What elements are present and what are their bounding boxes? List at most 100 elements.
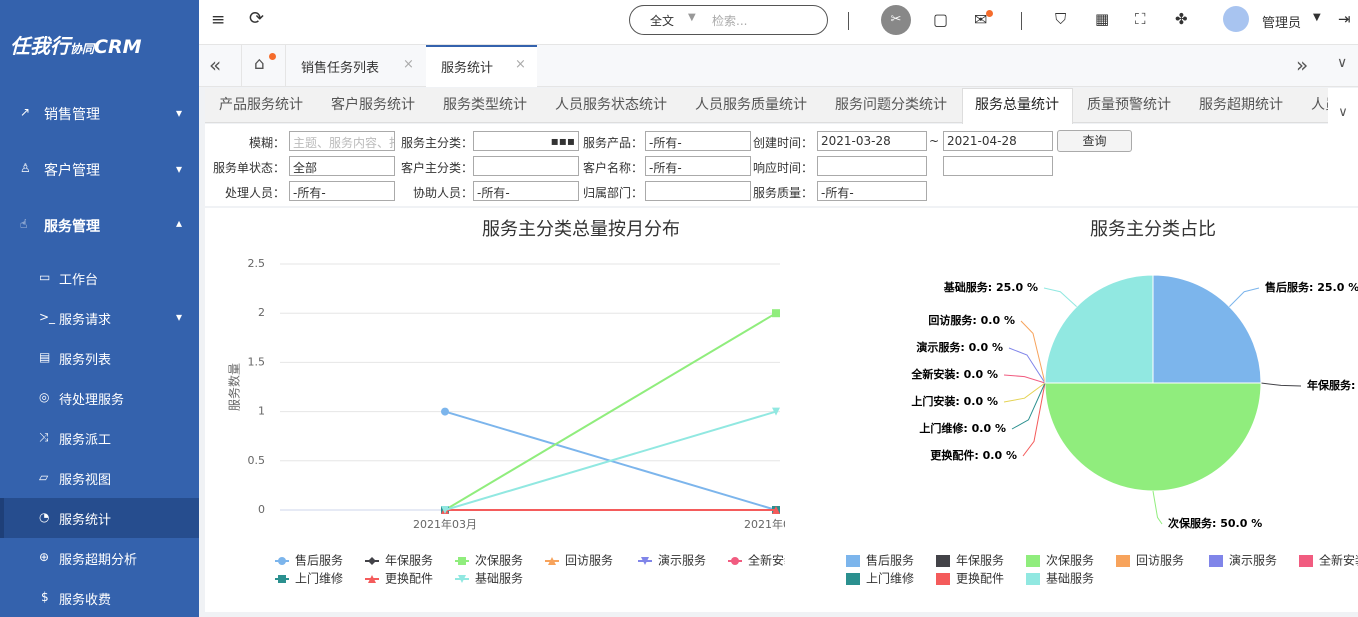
- legend-swatch: [846, 573, 860, 585]
- status-select[interactable]: 全部: [289, 156, 395, 176]
- menu-item[interactable]: 客户管理: [44, 163, 100, 179]
- tool-icon[interactable]: ✂: [881, 5, 911, 35]
- tab[interactable]: 服务统计: [441, 61, 494, 76]
- query-button[interactable]: 查询: [1057, 130, 1132, 152]
- logo-main: 任我行: [10, 34, 70, 58]
- subtab[interactable]: 客户服务统计: [331, 97, 415, 113]
- label: 响应时间：: [752, 161, 813, 175]
- tab-menu[interactable]: ∨: [1337, 55, 1348, 71]
- search-input[interactable]: 检索...: [712, 14, 748, 28]
- chart-title: 服务主分类总量按月分布: [482, 219, 680, 240]
- filter-panel: 模糊： 主题、服务内容、打 服务主分类： ▪▪▪ 服务产品： -所有- 创建时间…: [205, 124, 1358, 206]
- tab-prev[interactable]: «: [209, 53, 222, 77]
- sidebar: 任我行协同CRM ↗ 销售管理 ▾ ♙ 客户管理 ▾ ☝ 服务管理 ▴ ▭ 工作台 >_ 服务请…: [0, 0, 199, 617]
- submenu-item[interactable]: 服务统计: [59, 513, 112, 528]
- label-connector: [1003, 374, 1046, 384]
- y-tick-label: 1.5: [248, 355, 266, 368]
- menu-item[interactable]: 服务管理: [44, 219, 100, 235]
- label: ~: [929, 134, 940, 148]
- logo: 任我行协同CRM: [10, 30, 142, 59]
- legend-label: 年保服务: [385, 553, 433, 568]
- subtab[interactable]: 人员: [1311, 97, 1328, 113]
- active-bg: [0, 498, 199, 538]
- legend-swatch: [1116, 555, 1130, 567]
- submenu-item[interactable]: 服务收费: [59, 593, 112, 608]
- home-tab[interactable]: ⌂: [254, 54, 265, 74]
- handler-select[interactable]: -所有-: [289, 181, 395, 201]
- subtab[interactable]: 人员服务质量统计: [695, 97, 807, 113]
- data-label: 上门维修: 0.0 %: [919, 421, 1006, 435]
- marker: [458, 557, 466, 565]
- subtab-active[interactable]: 服务总量统计: [975, 97, 1059, 113]
- submenu-item[interactable]: 服务请求: [59, 313, 112, 328]
- tab-next[interactable]: »: [1296, 53, 1309, 77]
- marker: [441, 506, 449, 514]
- subtab[interactable]: 质量预警统计: [1087, 97, 1171, 113]
- submenu-item[interactable]: 服务视图: [59, 473, 112, 488]
- message-icon[interactable]: ▢: [933, 10, 949, 29]
- subtab[interactable]: 产品服务统计: [219, 97, 303, 113]
- tab[interactable]: 销售任务列表: [301, 61, 380, 76]
- label: 服务主分类：: [400, 136, 473, 150]
- logo-crm: CRM: [94, 36, 142, 58]
- marker: [772, 407, 780, 416]
- marker: [278, 575, 286, 583]
- refresh-icon[interactable]: ⟳: [249, 8, 265, 29]
- legend-label: 年保服务: [956, 553, 1004, 568]
- avatar[interactable]: [1223, 6, 1249, 32]
- apps-icon[interactable]: ▦: [1095, 10, 1110, 28]
- data-label: 售后服务: 25.0 %: [1264, 280, 1358, 294]
- data-label: 次保服务: 50.0 %: [1168, 516, 1262, 530]
- fuzzy-input[interactable]: 主题、服务内容、打: [289, 131, 395, 151]
- plugin-icon[interactable]: ✤: [1175, 10, 1188, 28]
- assistant-select[interactable]: -所有-: [473, 181, 579, 201]
- menu-item[interactable]: 销售管理: [44, 107, 100, 123]
- legend-label: 售后服务: [866, 553, 914, 568]
- marker: [548, 557, 556, 565]
- label-connector: [1003, 382, 1046, 403]
- label: 服务产品：: [582, 136, 643, 150]
- fullscreen-icon[interactable]: ⛶: [1135, 10, 1146, 28]
- data-label: 演示服务: 0.0 %: [916, 340, 1003, 354]
- label: 归属部门：: [582, 186, 643, 200]
- subtab[interactable]: 服务超期统计: [1199, 97, 1283, 113]
- collapse-icon[interactable]: ≡: [211, 10, 226, 30]
- label-connector: [1022, 382, 1046, 457]
- date-to[interactable]: 2021-04-28: [943, 131, 1053, 151]
- data-label: 更换配件: 0.0 %: [930, 448, 1017, 462]
- submenu-item[interactable]: 服务列表: [59, 353, 112, 368]
- subtab[interactable]: 人员服务状态统计: [555, 97, 667, 113]
- submenu-item[interactable]: 工作台: [59, 273, 99, 288]
- marker: [441, 407, 449, 416]
- submenu-item[interactable]: 待处理服务: [59, 393, 125, 408]
- shield-icon[interactable]: ⛉: [1055, 10, 1067, 28]
- submenu-item[interactable]: 服务派工: [59, 433, 112, 448]
- logo-sub: 协同: [70, 42, 95, 56]
- marker: [368, 557, 376, 565]
- y-tick-label: 1: [258, 405, 265, 418]
- legend-swatch: [1209, 555, 1223, 567]
- legend-swatch: [936, 555, 950, 567]
- search-box[interactable]: 全文 ▼ 检索...: [629, 5, 828, 35]
- value: 2021-03-28: [821, 134, 891, 148]
- user-name[interactable]: 管理员: [1262, 16, 1302, 31]
- quality-select[interactable]: -所有-: [817, 181, 927, 201]
- subtab[interactable]: 服务类型统计: [443, 97, 527, 113]
- legend-swatch: [1026, 573, 1040, 585]
- marker: [772, 506, 780, 514]
- value: -所有-: [649, 136, 682, 150]
- logout-icon[interactable]: ⇥: [1338, 10, 1351, 28]
- search-scope[interactable]: 全文: [650, 14, 675, 28]
- value: -所有-: [821, 186, 854, 200]
- subtab[interactable]: 服务问题分类统计: [835, 97, 947, 113]
- tab-bar: « ⌂ 销售任务列表 × 服务统计 × » ∨: [199, 45, 1358, 87]
- label: 客户名称：: [582, 161, 643, 175]
- product-select[interactable]: -所有-: [645, 131, 751, 151]
- submenu-item[interactable]: 服务超期分析: [59, 553, 138, 568]
- legend-label: 全新安装: [1319, 553, 1358, 568]
- date-from[interactable]: 2021-03-28: [817, 131, 927, 151]
- legend-label: 更换配件: [956, 572, 1004, 586]
- mail-icon[interactable]: ✉: [974, 10, 988, 29]
- customer-select[interactable]: -所有-: [645, 156, 751, 176]
